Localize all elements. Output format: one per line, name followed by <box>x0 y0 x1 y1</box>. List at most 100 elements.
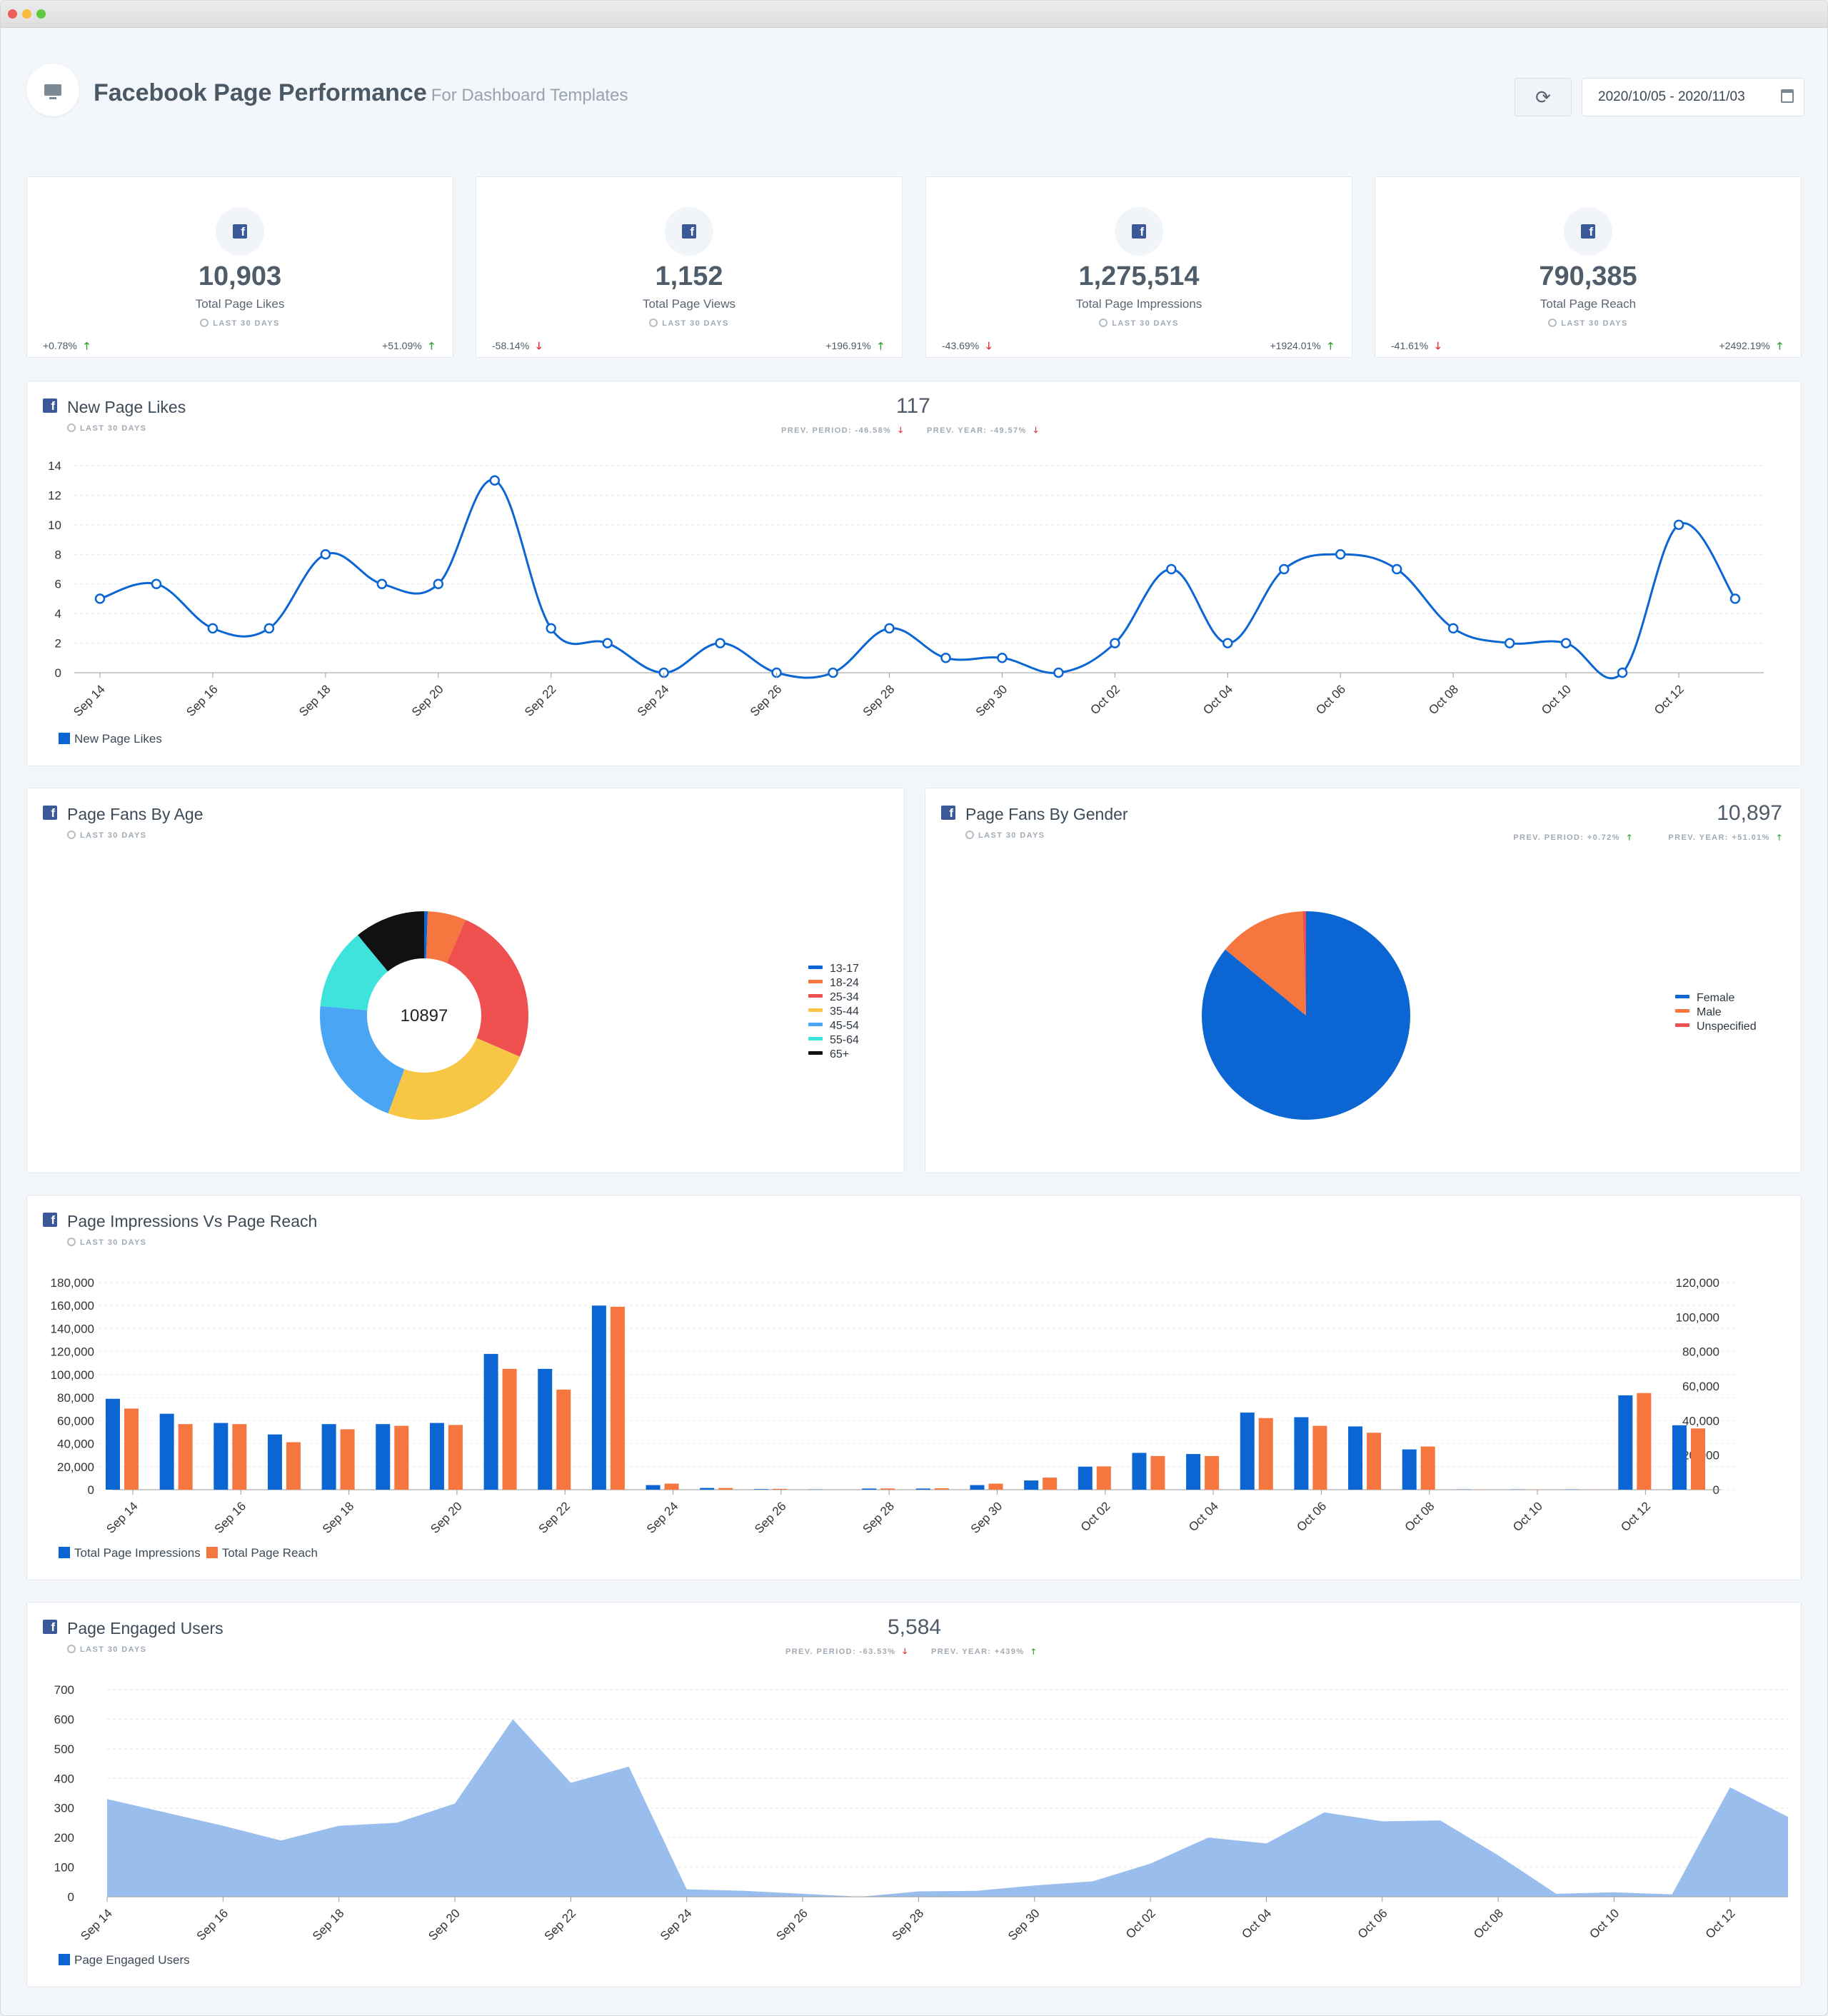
legend-item[interactable]: 18-24 <box>808 976 859 991</box>
y-tick-label: 700 <box>54 1683 74 1697</box>
data-point <box>1729 593 1741 604</box>
facebook-icon: f <box>1564 207 1612 256</box>
kpi-card: f 10,903 Total Page Likes LAST 30 DAYS +… <box>26 176 453 358</box>
x-tick-label: Sep 18 <box>296 682 333 719</box>
minimize-window-button[interactable] <box>22 9 31 19</box>
kpi-change-prev-year: +196.91% 🡑 <box>825 340 883 351</box>
data-point <box>1222 638 1233 648</box>
y2-tick-label: 40,000 <box>1682 1414 1719 1428</box>
legend-item[interactable]: Unspecified <box>1675 1020 1757 1034</box>
x-tick-label: Oct 04 <box>1239 1906 1274 1941</box>
slice-45-54 <box>320 1006 405 1114</box>
refresh-icon: ⟳ <box>1535 86 1551 108</box>
bar-reach <box>340 1429 355 1490</box>
data-point <box>94 593 106 604</box>
kpi-value: 1,275,514 <box>1078 261 1200 291</box>
bar-reach <box>1312 1425 1327 1490</box>
y-tick-label: 0 <box>88 1483 94 1497</box>
facebook-icon: f <box>43 398 57 413</box>
x-tick-label: Sep 20 <box>428 1499 465 1536</box>
calendar-icon <box>1781 89 1794 103</box>
x-tick-label: Oct 10 <box>1510 1499 1545 1534</box>
dashboard-header: Facebook Page Performance For Dashboard T… <box>26 64 1804 121</box>
y-tick-label: 14 <box>48 459 61 473</box>
kpi-card: f 1,152 Total Page Views LAST 30 DAYS -5… <box>476 176 903 358</box>
gender-legend: Female Male Unspecified <box>1675 991 1757 1034</box>
kpi-change-prev-period: -41.61% 🡓 <box>1391 340 1441 351</box>
bar-reach <box>1205 1455 1220 1490</box>
period-label: LAST 30 DAYS <box>926 319 1352 328</box>
bar-impressions <box>159 1413 174 1490</box>
arrow-up-icon: 🡑 <box>878 340 883 351</box>
bar-reach <box>1096 1466 1111 1490</box>
data-point <box>1166 563 1177 575</box>
period-label: LAST 30 DAYS <box>27 319 453 328</box>
legend-item[interactable]: 35-44 <box>808 1005 859 1019</box>
x-tick-label: Sep 30 <box>973 682 1010 719</box>
x-tick-label: Oct 04 <box>1200 682 1235 717</box>
legend-item[interactable]: 13-17 <box>808 962 859 976</box>
data-point <box>546 623 556 634</box>
bar-impressions <box>106 1398 120 1490</box>
legend-item[interactable]: Female <box>1675 991 1757 1006</box>
y-tick-label: 160,000 <box>51 1299 94 1313</box>
globe-icon <box>965 831 974 839</box>
bar-reach <box>178 1424 193 1490</box>
refresh-button[interactable]: ⟳ <box>1515 78 1572 116</box>
card-title: Page Fans By Age <box>67 805 204 823</box>
y-tick-label: 400 <box>54 1772 74 1785</box>
y-tick-label: 180,000 <box>51 1276 94 1290</box>
bar-reach <box>1258 1418 1273 1490</box>
age-donut-chart: 10897 <box>320 911 528 1120</box>
data-point <box>884 623 895 634</box>
bar-impressions <box>753 1489 768 1490</box>
y-tick-label: 100,000 <box>51 1368 94 1382</box>
kpi-label: Total Page Impressions <box>1075 297 1202 311</box>
y-tick-label: 40,000 <box>57 1438 94 1451</box>
chart-legend[interactable]: Total Page Impressions Total Page Reach <box>59 1546 318 1560</box>
data-point <box>940 653 951 663</box>
kpi-change-prev-period: -58.14% 🡓 <box>492 340 542 351</box>
globe-icon <box>67 831 76 839</box>
impressions-vs-reach-card: f Page Impressions Vs Page Reach LAST 30 D… <box>26 1195 1802 1580</box>
kpi-card: f 1,275,514 Total Page Impressions LAST … <box>925 176 1352 358</box>
kpi-card: f 790,385 Total Page Reach LAST 30 DAYS … <box>1375 176 1802 358</box>
globe-icon <box>67 423 76 432</box>
bar-impressions <box>321 1424 336 1490</box>
facebook-icon: f <box>1115 207 1163 256</box>
gender-pie-chart <box>1202 911 1410 1120</box>
kpi-label: Total Page Likes <box>195 297 285 311</box>
maximize-window-button[interactable] <box>36 9 46 19</box>
x-tick-label: Sep 20 <box>409 682 446 719</box>
legend-item[interactable]: 55-64 <box>808 1033 859 1048</box>
date-range-picker[interactable]: 2020/10/05 - 2020/11/03 <box>1582 78 1804 116</box>
y-tick-label: 2 <box>55 637 61 651</box>
x-tick-label: Sep 14 <box>104 1499 141 1536</box>
kpi-value: 1,152 <box>655 261 723 291</box>
legend-item[interactable]: 65+ <box>808 1048 859 1062</box>
period-label: LAST 30 DAYS <box>67 831 146 840</box>
x-tick-label: Oct 06 <box>1294 1499 1329 1534</box>
x-tick-label: Sep 22 <box>542 1906 579 1943</box>
legend-item[interactable]: 25-34 <box>808 991 859 1005</box>
globe-icon <box>200 319 209 327</box>
data-point <box>1335 549 1346 560</box>
card-title: Page Fans By Gender <box>965 805 1128 823</box>
period-label: LAST 30 DAYS <box>67 1645 146 1654</box>
data-point <box>602 638 613 648</box>
chart-legend[interactable]: New Page Likes <box>59 732 162 746</box>
bar-impressions <box>1024 1480 1039 1490</box>
x-tick-label: Sep 30 <box>968 1499 1005 1536</box>
impressions-bar-chart: 0 20,000 40,000 60,000 80,000 100,000 120,000 1… <box>51 1276 1735 1536</box>
close-window-button[interactable] <box>8 9 17 19</box>
slice-65+ <box>358 911 424 972</box>
legend-item[interactable]: 45-54 <box>808 1019 859 1033</box>
legend-item[interactable]: Male <box>1675 1006 1757 1020</box>
x-tick-label: Sep 24 <box>658 1906 695 1943</box>
bar-reach <box>286 1442 301 1490</box>
x-tick-label: Oct 04 <box>1186 1499 1221 1534</box>
arrow-down-icon: 🡓 <box>986 340 992 351</box>
x-tick-label: Sep 16 <box>184 682 221 719</box>
chart-legend[interactable]: Page Engaged Users <box>59 1953 190 1967</box>
fans-by-gender-card: f Page Fans By Gender LAST 30 DAYS 10,897 … <box>925 788 1802 1173</box>
